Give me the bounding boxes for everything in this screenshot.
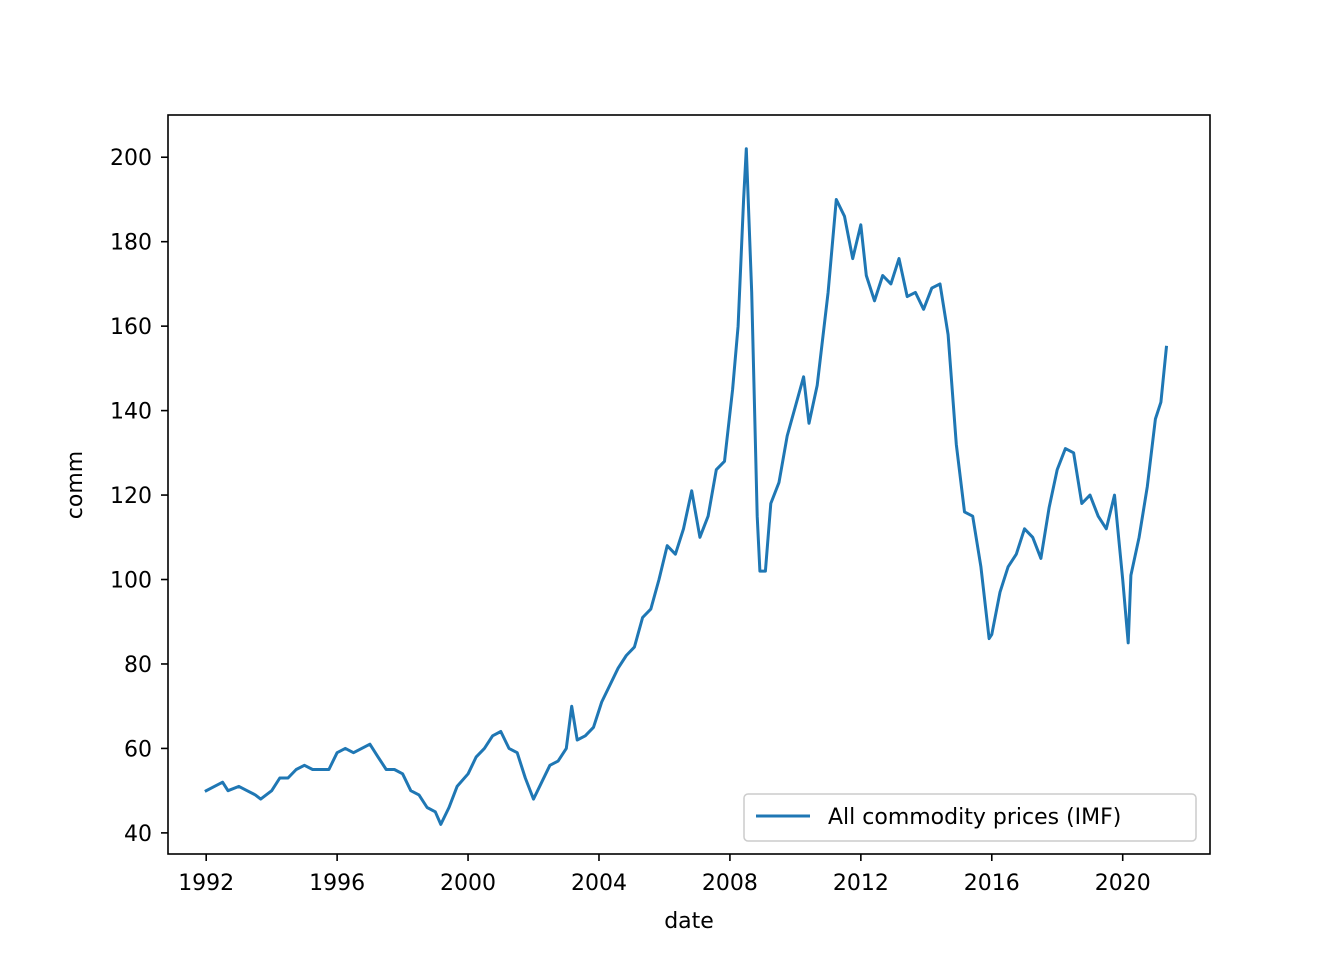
legend: All commodity prices (IMF) [743,793,1197,842]
y-tick-label: 40 [124,822,152,847]
y-tick-label: 200 [110,146,152,171]
plot-frame [167,114,1211,855]
legend-label: All commodity prices (IMF) [828,805,1121,830]
x-tick-label: 2012 [833,871,889,896]
x-tick-label: 1996 [309,871,365,896]
y-tick-label: 180 [110,231,152,256]
y-tick-label: 120 [110,484,152,509]
y-tick-label: 60 [124,737,152,762]
x-tick-label: 1992 [178,871,234,896]
x-tick-label: 2000 [440,871,496,896]
x-axis: 1992 1996 2000 2004 2008 2012 2016 2020 [178,854,1151,896]
x-axis-label: date [664,909,714,934]
series-line-all-commodity-prices [204,147,1169,826]
x-tick-label: 2016 [964,871,1020,896]
y-tick-label: 140 [110,400,152,425]
y-tick-label: 80 [124,653,152,678]
legend-box [743,793,1197,842]
y-tick-label: 100 [110,569,152,594]
x-tick-label: 2004 [571,871,627,896]
y-axis: 40 60 80 100 120 140 160 180 200 [110,146,168,847]
y-tick-label: 160 [110,315,152,340]
x-tick-label: 2008 [702,871,758,896]
x-tick-label: 2020 [1095,871,1151,896]
y-axis-label: comm [63,451,88,519]
